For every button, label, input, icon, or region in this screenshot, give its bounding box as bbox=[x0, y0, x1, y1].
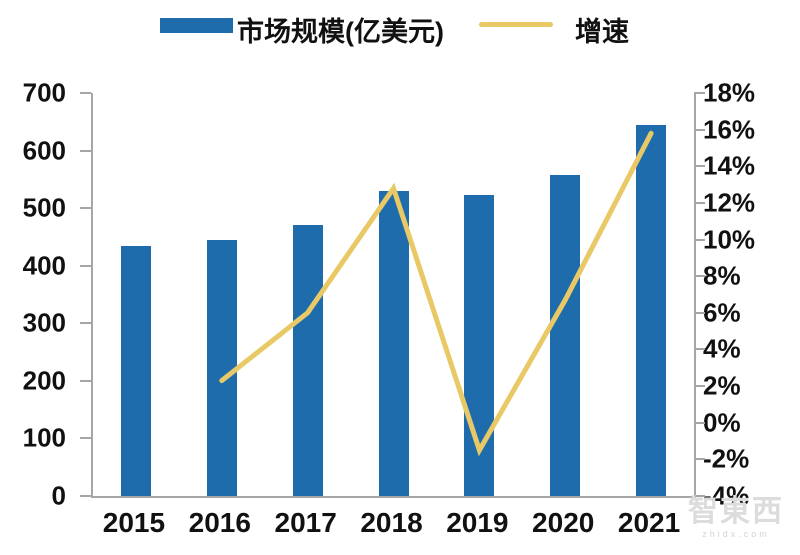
legend-bar-swatch bbox=[160, 18, 233, 33]
right-axis-label: 6% bbox=[703, 297, 741, 328]
right-axis-label: 12% bbox=[703, 187, 756, 218]
legend-line-swatch bbox=[479, 22, 553, 27]
right-tick-mark bbox=[694, 275, 705, 278]
left-axis-label: 200 bbox=[22, 365, 66, 396]
left-tick-mark bbox=[80, 322, 91, 325]
x-axis-label: 2018 bbox=[360, 507, 423, 538]
right-axis-label: 14% bbox=[703, 150, 756, 181]
growth-line bbox=[219, 130, 654, 457]
x-axis-label: 2021 bbox=[617, 507, 681, 538]
right-tick-mark bbox=[694, 495, 705, 497]
watermark-domain: zhidx.com bbox=[702, 529, 770, 539]
legend-bar-label: 市场规模(亿美元) bbox=[237, 17, 444, 47]
watermark: 智東西 zhidx.com bbox=[688, 497, 784, 539]
right-axis-label: -4% bbox=[703, 480, 750, 511]
right-axis-label: 18% bbox=[703, 77, 756, 108]
left-axis-label: 700 bbox=[22, 77, 66, 108]
right-tick-mark bbox=[694, 201, 705, 204]
bar-2016 bbox=[206, 239, 237, 496]
bar-2020 bbox=[550, 175, 581, 496]
line-series bbox=[219, 130, 654, 457]
left-tick-mark bbox=[80, 264, 91, 267]
right-axis-label: -2% bbox=[703, 443, 750, 474]
right-tick-mark bbox=[694, 385, 705, 388]
bar-2017 bbox=[292, 225, 323, 496]
left-tick-mark bbox=[80, 92, 91, 94]
x-axis-label: 2017 bbox=[274, 507, 337, 538]
right-tick-mark bbox=[694, 238, 705, 241]
legend-line-label: 增速 bbox=[575, 17, 629, 47]
left-axis-label: 500 bbox=[22, 192, 66, 223]
x-axis-label: 2020 bbox=[532, 507, 595, 538]
left-tick-mark bbox=[80, 379, 91, 382]
right-tick-mark bbox=[694, 311, 705, 314]
right-axis-label: 2% bbox=[703, 370, 741, 401]
left-axis-label: 300 bbox=[22, 307, 66, 338]
left-tick-mark bbox=[80, 207, 91, 210]
x-axis-label: 2015 bbox=[102, 507, 166, 538]
x-axis-label: 2019 bbox=[446, 507, 509, 538]
left-tick-mark bbox=[80, 149, 91, 152]
bar-2021 bbox=[636, 124, 667, 496]
right-axis-label: 10% bbox=[703, 224, 756, 255]
bar-2018 bbox=[378, 190, 409, 496]
right-axis-label: 0% bbox=[703, 407, 741, 438]
watermark-logo: 智東西 bbox=[688, 495, 784, 528]
right-axis-label: 8% bbox=[703, 260, 741, 291]
plot-area bbox=[91, 93, 696, 498]
right-tick-mark bbox=[694, 348, 705, 351]
right-axis-label: 16% bbox=[703, 114, 756, 145]
right-tick-mark bbox=[694, 421, 705, 424]
left-axis-label: 600 bbox=[22, 135, 66, 166]
right-tick-mark bbox=[694, 128, 705, 131]
x-axis-label: 2016 bbox=[188, 507, 251, 538]
left-axis-label: 400 bbox=[22, 250, 66, 281]
left-axis-label: 100 bbox=[22, 422, 66, 453]
bar-2015 bbox=[120, 245, 151, 496]
left-tick-mark bbox=[80, 495, 91, 497]
left-tick-mark bbox=[80, 437, 91, 440]
right-tick-mark bbox=[694, 165, 705, 168]
right-tick-mark bbox=[694, 458, 705, 461]
right-tick-mark bbox=[694, 92, 705, 94]
right-axis-label: 4% bbox=[703, 333, 741, 364]
left-axis-label: 0 bbox=[51, 480, 66, 511]
